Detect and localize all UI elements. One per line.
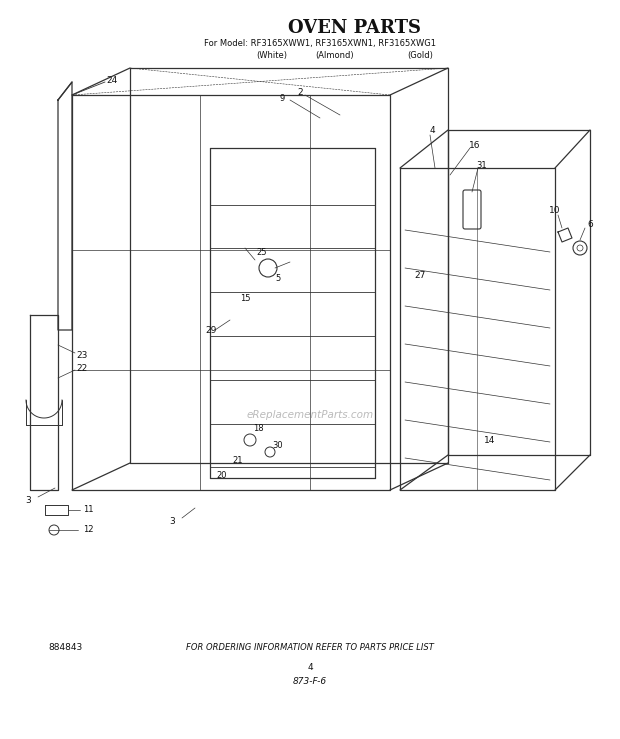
Text: (Almond): (Almond) [316, 50, 354, 60]
Text: 22: 22 [76, 364, 87, 372]
Text: 21: 21 [232, 455, 243, 465]
Text: (Gold): (Gold) [407, 50, 433, 60]
Text: 16: 16 [469, 140, 481, 149]
Text: 6: 6 [587, 219, 593, 228]
Text: eReplacementParts.com: eReplacementParts.com [246, 410, 374, 420]
Text: 31: 31 [477, 160, 487, 169]
Text: 9: 9 [280, 94, 285, 103]
Text: OVEN PARTS: OVEN PARTS [288, 19, 422, 37]
Text: 4: 4 [307, 664, 313, 672]
Text: 4: 4 [429, 126, 435, 134]
Text: 884843: 884843 [48, 644, 82, 653]
Text: (White): (White) [257, 50, 288, 60]
Text: 3: 3 [169, 517, 175, 526]
Text: 25: 25 [257, 248, 267, 256]
Text: 10: 10 [549, 205, 560, 214]
Text: 873-F-6: 873-F-6 [293, 678, 327, 687]
Text: 3: 3 [25, 496, 31, 505]
Text: FOR ORDERING INFORMATION REFER TO PARTS PRICE LIST: FOR ORDERING INFORMATION REFER TO PARTS … [186, 644, 434, 653]
Text: 18: 18 [253, 423, 264, 432]
Text: 11: 11 [82, 505, 93, 514]
Text: 29: 29 [205, 325, 216, 335]
Text: 27: 27 [414, 270, 426, 279]
Text: 2: 2 [297, 87, 303, 97]
Text: 5: 5 [275, 273, 281, 282]
Text: For Model: RF3165XWW1, RF3165XWN1, RF3165XWG1: For Model: RF3165XWW1, RF3165XWN1, RF316… [204, 38, 436, 47]
Text: 20: 20 [217, 471, 228, 480]
Text: 23: 23 [76, 350, 87, 359]
Text: 24: 24 [107, 75, 118, 84]
Text: 14: 14 [484, 435, 495, 444]
Text: 30: 30 [273, 440, 283, 449]
Text: 15: 15 [240, 293, 250, 302]
Text: 12: 12 [82, 525, 93, 534]
